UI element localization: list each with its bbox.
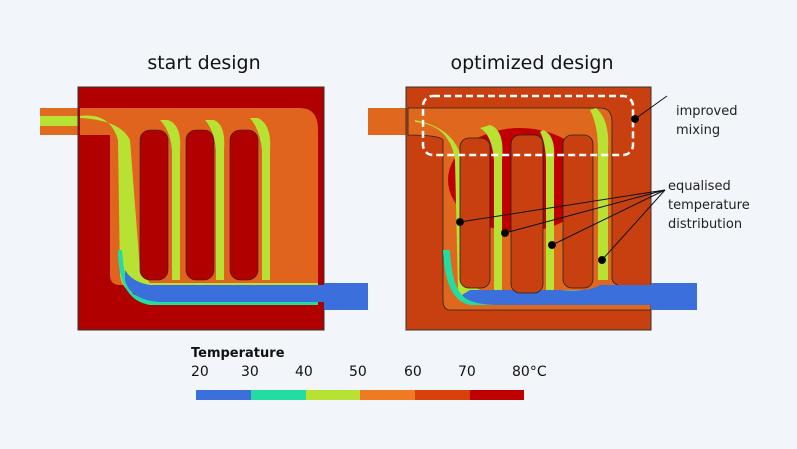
annotation-line: improved — [676, 104, 738, 119]
optimized-design-title: optimized design — [450, 52, 614, 74]
colorbar-segment — [196, 390, 251, 400]
annotation-equalised-distribution: equalised temperature distribution — [668, 177, 750, 234]
legend-tick: 50 — [349, 364, 367, 380]
legend-tick: 40 — [295, 364, 313, 380]
annotation-lines — [456, 95, 668, 264]
legend-tick: 60 — [404, 364, 422, 380]
colorbar-segment — [415, 390, 470, 400]
annotation-line: temperature — [668, 198, 750, 213]
colorbar-segment — [306, 390, 360, 400]
annotation-line: mixing — [676, 123, 721, 138]
start-design-title: start design — [147, 52, 261, 74]
legend-title: Temperature — [191, 346, 285, 361]
legend-tick: 70 — [458, 364, 476, 380]
annotation-line: equalised — [668, 179, 731, 194]
colorbar-segment — [251, 390, 306, 400]
legend-tick: 80°C — [512, 364, 547, 380]
temperature-colorbar — [196, 390, 524, 400]
legend-tick: 20 — [191, 364, 209, 380]
annotation-improved-mixing: improved mixing — [676, 102, 737, 140]
start-design-heatmap — [40, 86, 368, 331]
colorbar-segment — [360, 390, 415, 400]
mixing-highlight-box — [421, 94, 635, 157]
optimized-design-heatmap — [368, 86, 697, 331]
annotation-line: distribution — [668, 217, 743, 232]
legend-tick: 30 — [241, 364, 259, 380]
colorbar-segment — [470, 390, 524, 400]
